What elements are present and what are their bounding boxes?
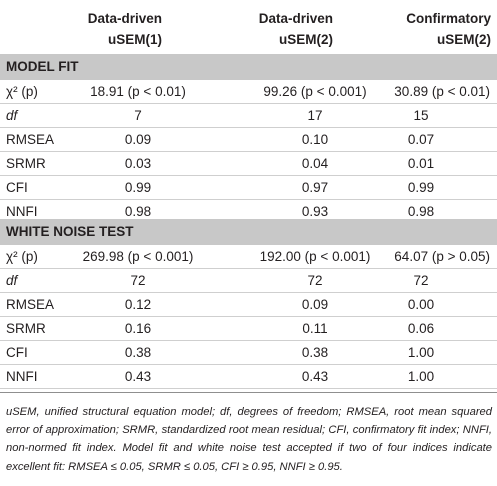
cell-value: 0.11 bbox=[302, 321, 328, 336]
cell-value: 99.26 (p < 0.001) bbox=[263, 84, 367, 99]
row-label: df bbox=[6, 108, 18, 123]
column-header-line: uSEM(1) bbox=[108, 32, 162, 47]
cell-value: 30.89 (p < 0.01) bbox=[394, 84, 490, 99]
row-label: RMSEA bbox=[6, 297, 55, 312]
cell-value: 0.98 bbox=[124, 204, 152, 219]
table-footnote: uSEM, unified structural equation model;… bbox=[6, 406, 492, 473]
cell-value: 0.16 bbox=[124, 321, 152, 336]
table-row: χ² (p) 269.98 (p < 0.001) 192.00 (p < 0.… bbox=[0, 245, 497, 269]
cell-value: 7 bbox=[134, 108, 142, 123]
table-row: RMSEA 0.12 0.09 0.00 bbox=[0, 293, 497, 317]
column-header-data-driven-2: Data-driven uSEM(2) bbox=[259, 8, 333, 50]
section-header-white-noise-test: WHITE NOISE TEST bbox=[0, 219, 497, 245]
row-label: SRMR bbox=[6, 156, 46, 171]
section-title: WHITE NOISE TEST bbox=[6, 224, 134, 239]
cell-value: 15 bbox=[413, 108, 429, 123]
cell-value: 0.43 bbox=[124, 369, 152, 384]
table-row: SRMR 0.16 0.11 0.06 bbox=[0, 317, 497, 341]
cell-value: 0.99 bbox=[124, 180, 152, 195]
cell-value: 0.01 bbox=[407, 156, 435, 171]
column-header-line: Confirmatory bbox=[406, 11, 491, 26]
table-row: NNFI 0.43 0.43 1.00 bbox=[0, 365, 497, 389]
row-label: RMSEA bbox=[6, 132, 55, 147]
table-row: CFI 0.38 0.38 1.00 bbox=[0, 341, 497, 365]
cell-value: 0.43 bbox=[301, 369, 329, 384]
cell-value: 0.98 bbox=[407, 204, 435, 219]
cell-value: 0.97 bbox=[301, 180, 329, 195]
cell-value: 269.98 (p < 0.001) bbox=[82, 249, 194, 264]
cell-value: 0.07 bbox=[407, 132, 435, 147]
cell-value: 72 bbox=[130, 273, 146, 288]
cell-value: 18.91 (p < 0.01) bbox=[90, 84, 186, 99]
cell-value: 0.10 bbox=[301, 132, 329, 147]
table-row: df 7 17 15 bbox=[0, 104, 497, 128]
section-header-model-fit: MODEL FIT bbox=[0, 54, 497, 80]
cell-value: 0.38 bbox=[301, 345, 329, 360]
row-label: χ² (p) bbox=[6, 249, 38, 264]
cell-value: 0.38 bbox=[124, 345, 152, 360]
cell-value: 0.93 bbox=[301, 204, 329, 219]
cell-value: 0.09 bbox=[301, 297, 329, 312]
cell-value: 1.00 bbox=[407, 345, 435, 360]
cell-value: 192.00 (p < 0.001) bbox=[259, 249, 371, 264]
cell-value: 0.12 bbox=[124, 297, 152, 312]
section-title: MODEL FIT bbox=[6, 59, 79, 74]
cell-value: 0.09 bbox=[124, 132, 152, 147]
table-row: χ² (p) 18.91 (p < 0.01) 99.26 (p < 0.001… bbox=[0, 80, 497, 104]
cell-value: 0.99 bbox=[407, 180, 435, 195]
column-header-line: uSEM(2) bbox=[437, 32, 491, 47]
cell-value: 72 bbox=[307, 273, 323, 288]
column-header-data-driven-1: Data-driven uSEM(1) bbox=[88, 8, 162, 50]
table-row: RMSEA 0.09 0.10 0.07 bbox=[0, 128, 497, 152]
row-label: SRMR bbox=[6, 321, 46, 336]
row-label: NNFI bbox=[6, 369, 38, 384]
table-row: df 72 72 72 bbox=[0, 269, 497, 293]
column-header-line: Data-driven bbox=[258, 11, 333, 26]
column-header-line: uSEM(2) bbox=[279, 32, 333, 47]
row-label: χ² (p) bbox=[6, 84, 38, 99]
row-label: df bbox=[6, 273, 18, 288]
table-row: SRMR 0.03 0.04 0.01 bbox=[0, 152, 497, 176]
row-label: CFI bbox=[6, 345, 28, 360]
table-bottom-rule bbox=[0, 392, 497, 393]
cell-value: 0.03 bbox=[124, 156, 152, 171]
cell-value: 0.06 bbox=[407, 321, 435, 336]
table-row: CFI 0.99 0.97 0.99 bbox=[0, 176, 497, 200]
column-header-line: Data-driven bbox=[87, 11, 162, 26]
row-label: CFI bbox=[6, 180, 28, 195]
column-header-confirmatory-2: Confirmatory uSEM(2) bbox=[406, 8, 491, 50]
cell-value: 17 bbox=[307, 108, 323, 123]
table-header: Data-driven uSEM(1) Data-driven uSEM(2) … bbox=[0, 0, 497, 52]
cell-value: 72 bbox=[413, 273, 429, 288]
cell-value: 0.04 bbox=[301, 156, 329, 171]
cell-value: 0.00 bbox=[407, 297, 435, 312]
row-label: NNFI bbox=[6, 204, 38, 219]
cell-value: 64.07 (p > 0.05) bbox=[394, 249, 490, 264]
cell-value: 1.00 bbox=[407, 369, 435, 384]
